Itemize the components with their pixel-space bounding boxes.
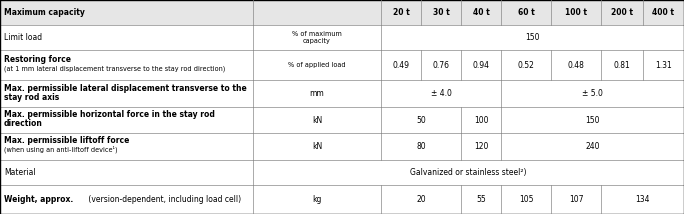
Text: ± 4.0: ± 4.0: [430, 89, 451, 98]
Text: 20 t: 20 t: [393, 8, 410, 17]
Text: 60 t: 60 t: [518, 8, 534, 17]
Text: 200 t: 200 t: [611, 8, 633, 17]
Text: 0.49: 0.49: [393, 61, 410, 70]
Text: % of maximum
capacity: % of maximum capacity: [292, 31, 342, 44]
Text: (when using an anti-liftoff device¹): (when using an anti-liftoff device¹): [4, 146, 118, 153]
Text: kg: kg: [313, 195, 321, 204]
Text: (version-dependent, including load cell): (version-dependent, including load cell): [86, 195, 241, 204]
Text: Max. permissible liftoff force: Max. permissible liftoff force: [4, 136, 129, 145]
Text: Maximum capacity: Maximum capacity: [4, 8, 85, 17]
Text: 100 t: 100 t: [565, 8, 587, 17]
Text: direction: direction: [4, 119, 43, 128]
Text: Weight, approx.: Weight, approx.: [4, 195, 73, 204]
Text: 0.76: 0.76: [432, 61, 449, 70]
Text: 0.52: 0.52: [518, 61, 534, 70]
Text: 1.31: 1.31: [655, 61, 672, 70]
Text: 107: 107: [569, 195, 583, 204]
Text: 30 t: 30 t: [432, 8, 449, 17]
Text: 0.81: 0.81: [614, 61, 631, 70]
Text: 240: 240: [586, 142, 600, 151]
Text: % of applied load: % of applied load: [288, 62, 346, 68]
Text: Galvanized or stainless steel²): Galvanized or stainless steel²): [410, 168, 527, 177]
Text: 150: 150: [586, 116, 600, 125]
Text: kN: kN: [312, 142, 322, 151]
Text: 20: 20: [416, 195, 426, 204]
Text: kN: kN: [312, 116, 322, 125]
Text: 400 t: 400 t: [653, 8, 674, 17]
Text: 134: 134: [635, 195, 650, 204]
Text: (at 1 mm lateral displacement transverse to the stay rod direction): (at 1 mm lateral displacement transverse…: [4, 65, 225, 72]
Text: 0.48: 0.48: [568, 61, 584, 70]
Text: 55: 55: [476, 195, 486, 204]
Text: 105: 105: [518, 195, 534, 204]
Text: 80: 80: [416, 142, 426, 151]
Text: Max. permissible lateral displacement transverse to the: Max. permissible lateral displacement tr…: [4, 84, 247, 93]
Text: 150: 150: [525, 33, 540, 42]
Text: mm: mm: [310, 89, 324, 98]
Text: 120: 120: [474, 142, 488, 151]
Bar: [0, 0, 684, 25]
Text: stay rod axis: stay rod axis: [4, 93, 60, 102]
Text: 0.94: 0.94: [473, 61, 490, 70]
Text: Material: Material: [4, 168, 36, 177]
Text: 100: 100: [474, 116, 488, 125]
Text: 40 t: 40 t: [473, 8, 489, 17]
Text: Max. permissible horizontal force in the stay rod: Max. permissible horizontal force in the…: [4, 110, 215, 119]
Text: Restoring force: Restoring force: [4, 55, 71, 64]
Text: 50: 50: [416, 116, 426, 125]
Text: Limit load: Limit load: [4, 33, 42, 42]
Text: ± 5.0: ± 5.0: [582, 89, 603, 98]
